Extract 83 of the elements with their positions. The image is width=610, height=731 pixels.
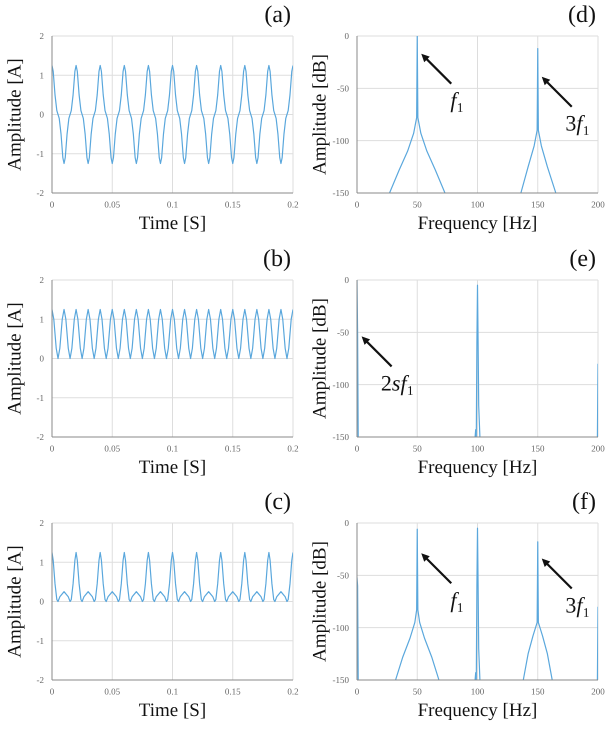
x-tick-label: 0 (354, 199, 360, 210)
y-tick-label: 0 (344, 274, 350, 285)
x-tick-label: 0 (50, 686, 55, 697)
y-tick-label: 0 (40, 110, 44, 120)
chart-title: (d) (568, 2, 596, 29)
y-tick-label: 0 (344, 31, 350, 42)
x-tick-label: 150 (531, 199, 545, 210)
line-series (52, 552, 293, 602)
x-tick-label: 150 (531, 686, 545, 697)
annotation: f₁ (450, 88, 464, 113)
x-tick-label: 0.15 (224, 686, 242, 697)
x-tick-label: 0 (354, 443, 360, 454)
line-series (52, 308, 293, 359)
x-tick-label: 0.15 (224, 199, 242, 210)
x-tick-label: 200 (591, 199, 606, 210)
y-tick-label: 2 (40, 518, 44, 529)
y-tick-label: 2 (40, 274, 44, 285)
x-tick-label: 0.2 (287, 199, 299, 210)
y-tick-label: -2 (36, 676, 44, 686)
x-tick-label: 0.05 (104, 443, 121, 454)
x-tick-label: 100 (470, 686, 485, 697)
y-tick-label: -100 (332, 136, 350, 146)
y-axis-title: Amplitude [A] (4, 58, 26, 171)
x-tick-label: 150 (531, 443, 545, 454)
y-axis-title: Amplitude [dB] (310, 541, 331, 662)
chart-title: (c) (264, 489, 291, 516)
y-axis-title: Amplitude [dB] (310, 54, 331, 175)
annotation: 3f₁ (565, 110, 590, 136)
annotation: 2sf₁ (380, 370, 414, 396)
x-tick-label: 0.05 (104, 686, 121, 697)
y-tick-label: 0 (40, 597, 44, 608)
y-tick-label: 1 (40, 314, 44, 324)
x-tick-label: 100 (470, 199, 485, 210)
annotation: f₁ (450, 588, 464, 613)
x-tick-label: 0.1 (166, 686, 178, 697)
y-tick-label: -2 (36, 432, 44, 442)
line-series (52, 64, 293, 164)
x-axis-title: Time [S] (138, 456, 208, 479)
y-tick-label: -50 (337, 570, 350, 581)
chart-title: (a) (264, 2, 291, 29)
y-tick-label: -150 (332, 188, 350, 198)
y-tick-label: -1 (36, 392, 44, 403)
x-tick-label: 0.2 (287, 686, 299, 697)
chart-title: (b) (263, 246, 291, 273)
y-axis-title: Amplitude [A] (4, 546, 26, 658)
y-tick-label: -2 (36, 188, 44, 198)
x-axis-title: Frequency [Hz] (416, 213, 538, 235)
chart-title: (e) (569, 246, 596, 273)
annotation: 3f₁ (565, 592, 590, 618)
x-tick-label: 0.15 (224, 443, 242, 454)
x-axis-title: Frequency [Hz] (416, 456, 538, 479)
y-tick-label: 1 (40, 558, 44, 568)
x-tick-label: 200 (591, 686, 606, 697)
x-tick-label: 50 (412, 686, 422, 697)
x-axis-title: Frequency [Hz] (416, 700, 538, 722)
y-tick-label: -100 (332, 623, 350, 634)
x-tick-label: 200 (591, 443, 606, 454)
y-tick-label: -100 (332, 380, 350, 390)
x-tick-label: 50 (412, 199, 422, 210)
x-tick-label: 0 (50, 199, 55, 210)
x-tick-label: 0.1 (166, 199, 178, 210)
y-tick-label: -150 (332, 676, 350, 686)
x-tick-label: 50 (412, 443, 422, 454)
y-tick-label: 0 (40, 353, 44, 364)
x-axis-title: Time [S] (138, 213, 208, 235)
x-axis-title: Time [S] (138, 700, 208, 722)
y-tick-label: -50 (337, 84, 350, 94)
y-tick-label: 1 (40, 70, 44, 80)
y-tick-label: 0 (344, 518, 350, 529)
x-tick-label: 0.2 (287, 443, 299, 454)
y-tick-label: 2 (40, 31, 44, 42)
x-tick-label: 0 (354, 686, 360, 697)
x-tick-label: 100 (470, 443, 485, 454)
y-axis-title: Amplitude [A] (4, 302, 26, 414)
y-tick-label: -150 (332, 432, 350, 442)
chart-title: (f) (572, 489, 596, 516)
y-tick-label: -1 (36, 636, 44, 646)
x-tick-label: 0.1 (166, 443, 178, 454)
y-tick-label: -1 (36, 148, 44, 159)
x-tick-label: 0 (50, 443, 55, 454)
y-tick-label: -50 (337, 327, 350, 338)
y-axis-title: Amplitude [dB] (310, 298, 331, 419)
x-tick-label: 0.05 (104, 199, 121, 210)
